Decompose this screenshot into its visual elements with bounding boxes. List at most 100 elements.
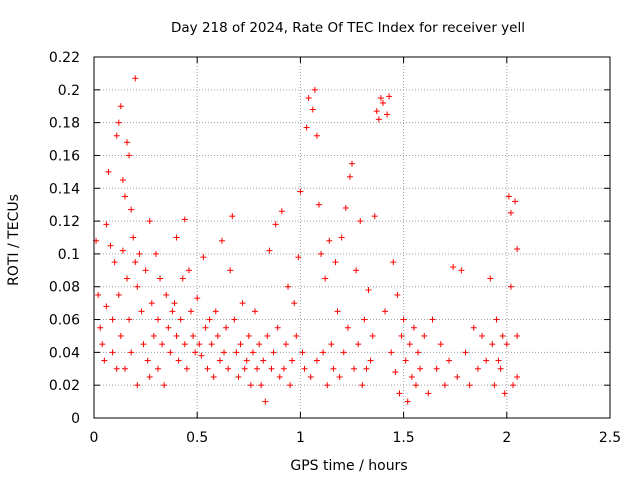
data-point xyxy=(103,221,110,228)
data-point xyxy=(357,218,364,225)
data-point xyxy=(163,291,170,298)
data-point xyxy=(188,308,195,315)
data-point xyxy=(258,382,265,389)
data-point xyxy=(214,332,221,339)
data-point xyxy=(365,287,372,294)
data-point xyxy=(216,357,223,364)
data-point xyxy=(382,308,389,315)
data-point xyxy=(231,316,238,323)
data-point xyxy=(359,382,366,389)
data-point xyxy=(113,365,120,372)
data-point xyxy=(355,341,362,348)
data-point xyxy=(148,300,155,307)
data-point xyxy=(181,216,188,223)
data-point xyxy=(491,382,498,389)
data-point xyxy=(183,365,190,372)
data-point xyxy=(301,365,308,372)
data-point xyxy=(278,208,285,215)
y-tick-label: 0.06 xyxy=(49,313,80,329)
data-point xyxy=(208,341,215,348)
data-point xyxy=(408,373,415,380)
data-point xyxy=(173,234,180,241)
data-point xyxy=(159,341,166,348)
data-point xyxy=(192,349,199,356)
data-point xyxy=(501,390,508,397)
data-point xyxy=(95,291,102,298)
data-point xyxy=(245,332,252,339)
chart-title: Day 218 of 2024, Rate Of TEC Index for r… xyxy=(171,20,525,36)
data-point xyxy=(489,341,496,348)
data-point xyxy=(386,93,393,100)
data-point xyxy=(198,352,205,359)
y-tick-label: 0.22 xyxy=(49,50,80,66)
data-point xyxy=(493,316,500,323)
data-point xyxy=(287,382,294,389)
data-point xyxy=(402,357,409,364)
data-point xyxy=(394,291,401,298)
data-point xyxy=(479,332,486,339)
data-point xyxy=(346,173,353,180)
data-point xyxy=(514,373,521,380)
data-point xyxy=(121,365,128,372)
x-tick-label: 2.5 xyxy=(599,430,621,446)
data-point xyxy=(113,132,120,139)
data-point xyxy=(146,373,153,380)
data-point xyxy=(332,259,339,266)
data-point xyxy=(369,332,376,339)
data-point xyxy=(200,254,207,261)
data-point xyxy=(266,247,273,254)
data-point xyxy=(225,365,232,372)
data-point xyxy=(268,365,275,372)
data-point xyxy=(251,308,258,315)
data-point xyxy=(124,139,131,146)
x-tick-label: 1.5 xyxy=(392,430,414,446)
data-point xyxy=(412,382,419,389)
data-point xyxy=(140,341,147,348)
data-point xyxy=(437,341,444,348)
data-point xyxy=(264,332,271,339)
data-point xyxy=(392,369,399,376)
data-point xyxy=(361,316,368,323)
data-point xyxy=(514,332,521,339)
data-point xyxy=(311,86,318,93)
data-point xyxy=(179,275,186,282)
data-point xyxy=(336,373,343,380)
data-point xyxy=(297,188,304,195)
data-point xyxy=(260,357,267,364)
y-tick-label: 0.2 xyxy=(58,83,80,99)
data-point xyxy=(276,373,283,380)
data-point xyxy=(243,357,250,364)
y-axis-label: ROTI / TECUs xyxy=(6,194,22,286)
data-point xyxy=(154,316,161,323)
data-point xyxy=(202,324,209,331)
data-point xyxy=(235,373,242,380)
data-point xyxy=(446,357,453,364)
data-point xyxy=(315,201,322,208)
data-point xyxy=(237,341,244,348)
data-point xyxy=(410,324,417,331)
data-point xyxy=(144,357,151,364)
data-point xyxy=(322,275,329,282)
data-point xyxy=(363,365,370,372)
data-point xyxy=(285,283,292,290)
data-point xyxy=(204,365,211,372)
data-point xyxy=(390,259,397,266)
data-point xyxy=(247,382,254,389)
data-point xyxy=(307,373,314,380)
data-point xyxy=(272,221,279,228)
data-point xyxy=(223,324,230,331)
data-point xyxy=(398,332,405,339)
data-point xyxy=(119,247,126,254)
data-point xyxy=(344,324,351,331)
data-point xyxy=(514,245,521,252)
data-point xyxy=(406,341,413,348)
plot-frame xyxy=(93,56,611,419)
data-point xyxy=(291,300,298,307)
data-point xyxy=(462,349,469,356)
data-point xyxy=(274,324,281,331)
data-point xyxy=(299,349,306,356)
data-point xyxy=(293,332,300,339)
data-point xyxy=(509,382,516,389)
data-point xyxy=(505,193,512,200)
x-tick-label: 0 xyxy=(90,430,99,446)
